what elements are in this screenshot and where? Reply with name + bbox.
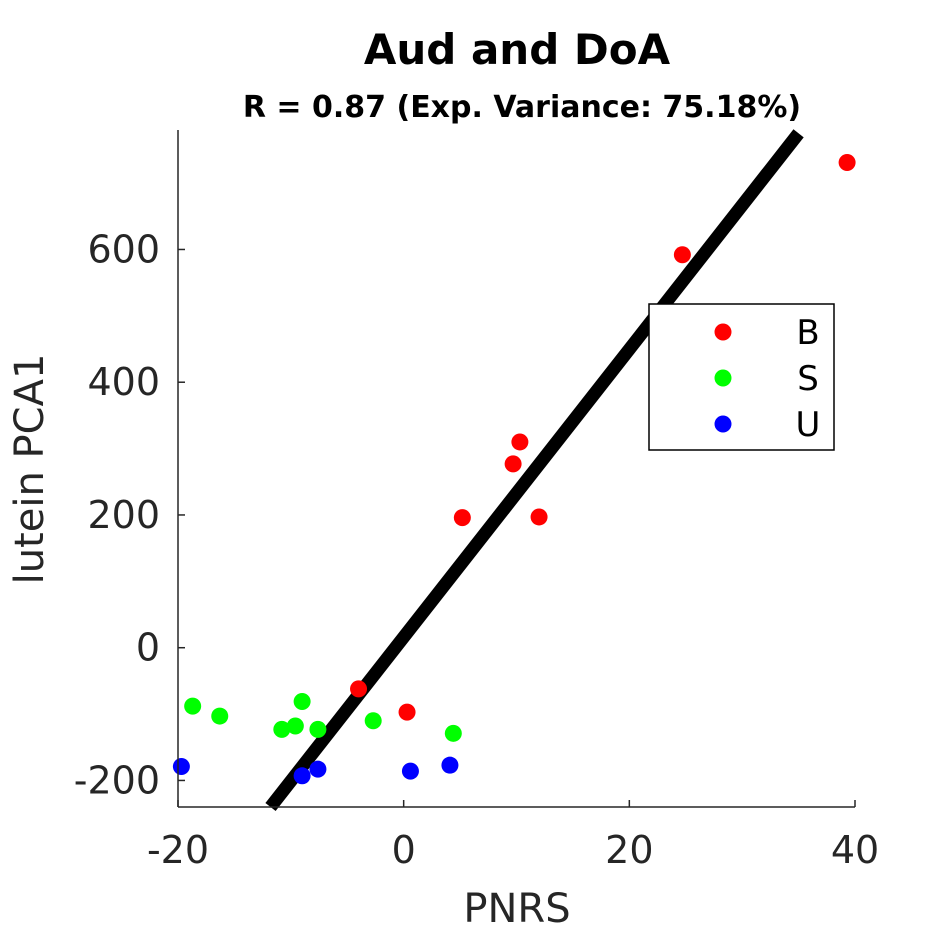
point-s-1 xyxy=(184,697,202,715)
x-tick-label: 0 xyxy=(392,828,416,872)
point-s-3 xyxy=(273,720,291,738)
point-u-1 xyxy=(172,758,190,776)
y-ticks: -200 0 200 400 600 xyxy=(74,227,185,802)
point-s-2 xyxy=(211,707,229,725)
point-u-5 xyxy=(441,756,459,774)
y-tick-label: -200 xyxy=(74,758,160,802)
chart-title: Aud and DoA xyxy=(364,25,671,74)
point-s-7 xyxy=(364,712,382,730)
chart-subtitle: R = 0.87 (Exp. Variance: 75.18%) xyxy=(243,90,801,125)
point-b-1 xyxy=(350,680,368,698)
legend-marker-b xyxy=(714,323,732,341)
point-s-8 xyxy=(444,724,462,742)
point-u-4 xyxy=(401,762,419,780)
legend-box xyxy=(648,303,835,451)
x-axis-label: PNRS xyxy=(463,886,570,932)
x-tick-label: 40 xyxy=(831,828,879,872)
legend-label-s: S xyxy=(797,359,819,399)
point-s-4 xyxy=(286,717,304,735)
data-points-layer xyxy=(172,154,856,785)
y-tick-label: 200 xyxy=(87,493,160,537)
legend-items: BSU xyxy=(714,313,821,445)
point-s-6 xyxy=(309,720,327,738)
x-ticks: -20 0 20 40 xyxy=(147,800,879,872)
point-s-5 xyxy=(293,692,311,710)
x-tick-label: 20 xyxy=(605,828,653,872)
y-tick-label: 400 xyxy=(87,360,160,404)
point-b-3 xyxy=(453,509,471,527)
x-tick-label: -20 xyxy=(147,828,209,872)
point-b-4 xyxy=(504,455,522,473)
legend-label-u: U xyxy=(796,405,821,445)
point-u-2 xyxy=(293,767,311,785)
legend: BSU xyxy=(648,303,835,451)
point-b-5 xyxy=(511,433,529,451)
point-b-7 xyxy=(673,246,691,264)
axes xyxy=(177,130,855,808)
point-b-6 xyxy=(530,508,548,526)
y-tick-label: 600 xyxy=(87,227,160,271)
y-axis-label: lutein PCA1 xyxy=(7,354,53,585)
y-tick-label: 0 xyxy=(136,626,160,670)
point-b-8 xyxy=(838,154,856,172)
legend-marker-u xyxy=(714,415,732,433)
point-b-2 xyxy=(398,703,416,721)
point-u-3 xyxy=(309,760,327,778)
legend-marker-s xyxy=(714,369,732,387)
legend-label-b: B xyxy=(796,313,819,353)
